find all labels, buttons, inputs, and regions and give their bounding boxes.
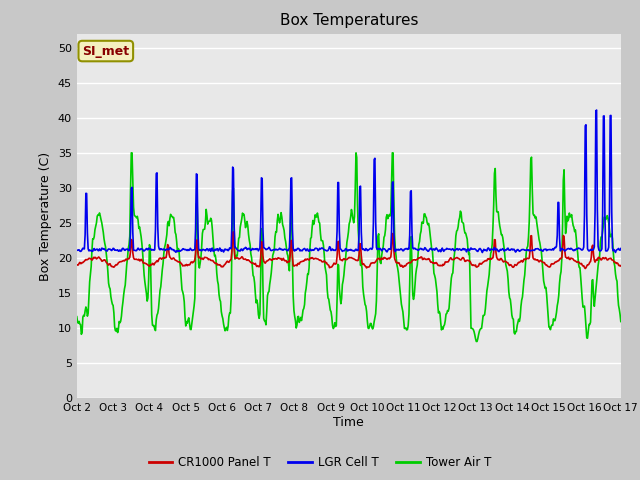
- Title: Box Temperatures: Box Temperatures: [280, 13, 418, 28]
- Text: SI_met: SI_met: [82, 45, 129, 58]
- X-axis label: Time: Time: [333, 416, 364, 429]
- Y-axis label: Box Temperature (C): Box Temperature (C): [39, 151, 52, 281]
- Legend: CR1000 Panel T, LGR Cell T, Tower Air T: CR1000 Panel T, LGR Cell T, Tower Air T: [144, 452, 496, 474]
